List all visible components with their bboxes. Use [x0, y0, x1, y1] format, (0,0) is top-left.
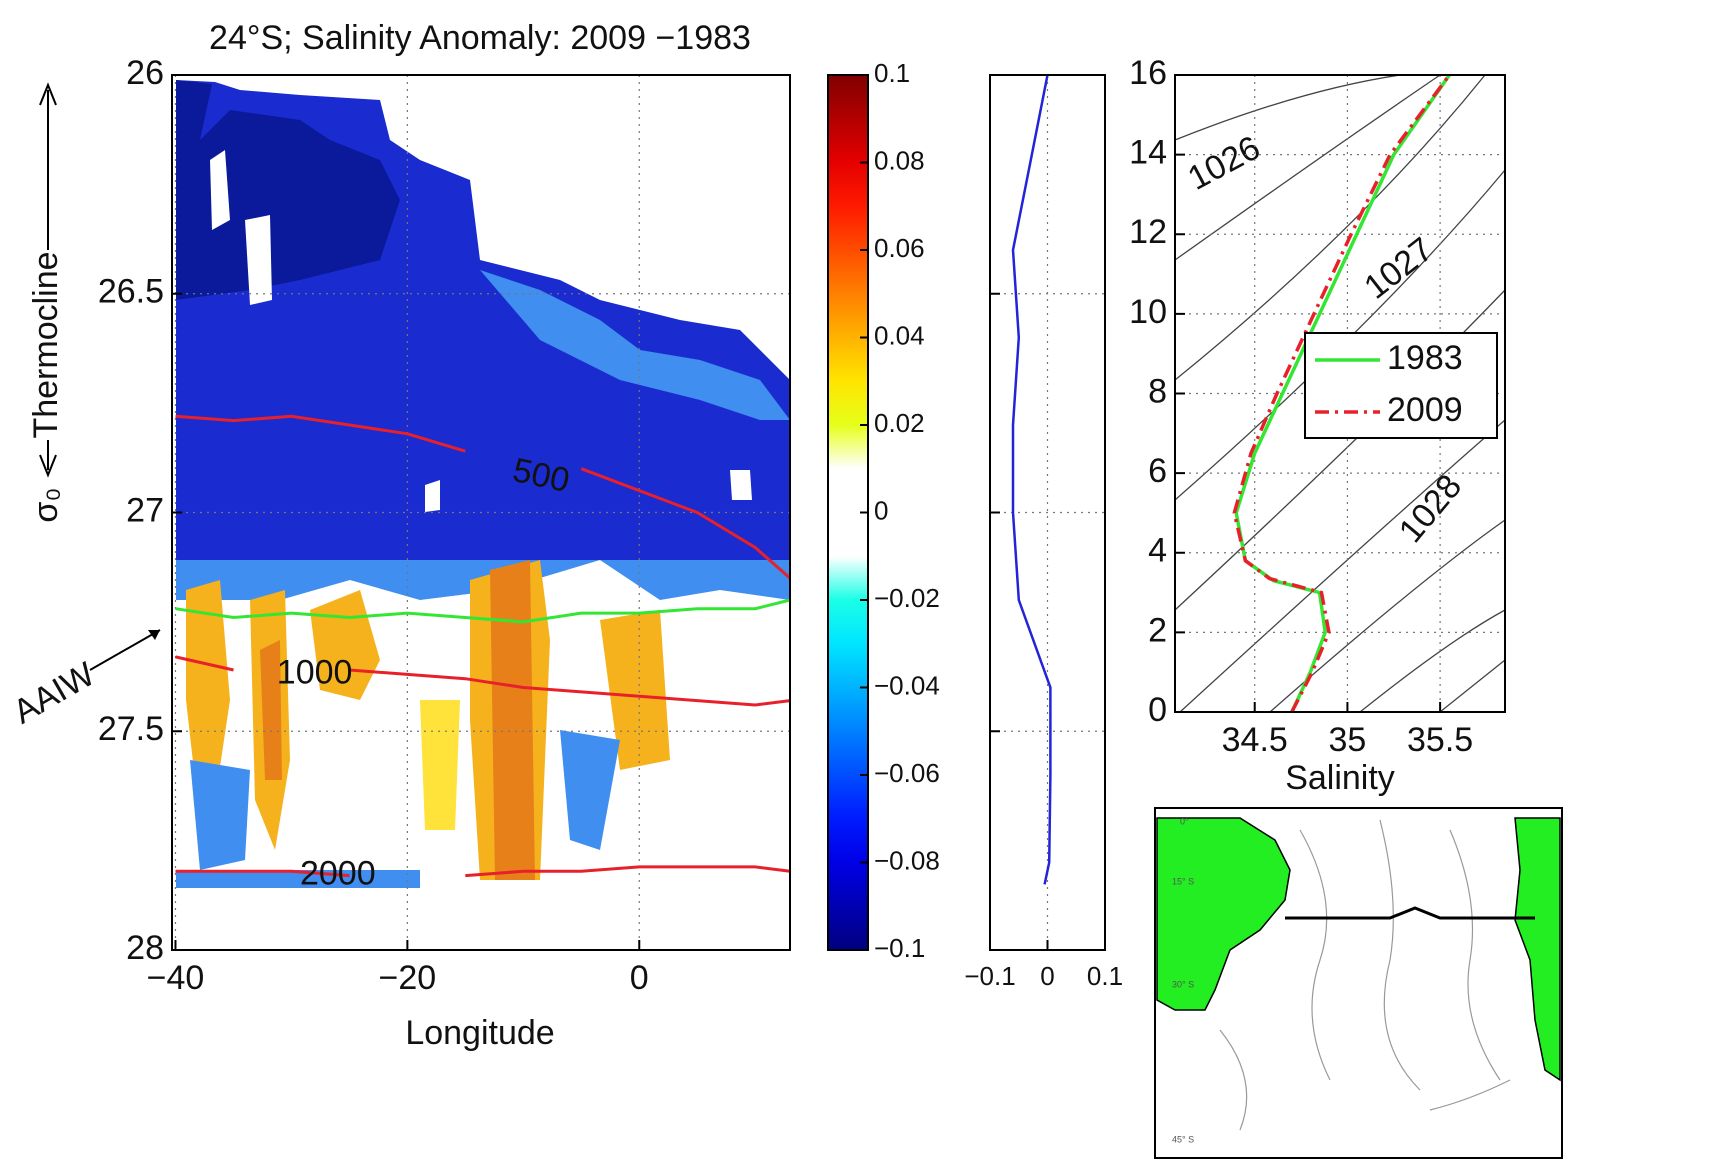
thermocline-arrows — [39, 82, 57, 478]
y-tick-label: 0.1 — [874, 58, 910, 88]
x-tick-label: 34.5 — [1222, 721, 1288, 759]
isoline — [175, 655, 791, 707]
map-label: 45° S — [1172, 1134, 1194, 1144]
y-tick-label: 6 — [1148, 452, 1167, 490]
y-tick-label: 12 — [1129, 213, 1167, 251]
x-tick-label: 0 — [630, 959, 649, 997]
density-label: 1028 — [1392, 468, 1470, 550]
y-tick-label: 0 — [1148, 691, 1167, 729]
x-tick-label: −20 — [379, 959, 437, 997]
profile-line — [1011, 74, 1052, 885]
legend-box — [1304, 332, 1498, 439]
x-tick-label: −0.1 — [964, 961, 1015, 991]
y-tick-label: 16 — [1129, 54, 1167, 92]
y-axis-label: σ₀ — [27, 487, 65, 522]
aaiw-label: AAIW — [7, 655, 101, 731]
x-axis-label: Salinity — [1285, 759, 1395, 797]
y-tick-label: 4 — [1148, 532, 1167, 570]
isoline — [175, 865, 791, 878]
isoline-label: 1000 — [277, 653, 353, 691]
y-tick-label: 0.02 — [874, 408, 925, 438]
y-tick-label: 0 — [874, 495, 888, 525]
thermocline-label: Thermocline — [27, 251, 65, 438]
y-tick-label: 2 — [1148, 611, 1167, 649]
y-tick-label: −0.04 — [874, 670, 940, 700]
x-tick-label: 0.1 — [1087, 961, 1123, 991]
y-tick-label: −0.06 — [874, 758, 940, 788]
y-tick-label: 26.5 — [98, 273, 164, 311]
aaiw-arrow — [89, 629, 161, 671]
map-label: 30° S — [1172, 979, 1194, 989]
map-label: 0° — [1180, 816, 1189, 826]
aaiw-arrowhead — [148, 630, 160, 640]
plot-frame — [171, 74, 791, 951]
x-tick-label: 35.5 — [1407, 721, 1473, 759]
y-tick-label: 27 — [126, 491, 164, 529]
y-tick-label: 27.5 — [98, 710, 164, 748]
density-label: 1027 — [1357, 230, 1440, 307]
y-tick-label: 14 — [1129, 134, 1167, 172]
x-axis-label: Longitude — [405, 1014, 554, 1052]
y-tick-label: 0.08 — [874, 145, 925, 175]
y-tick-label: 0.04 — [874, 320, 925, 350]
x-tick-label: 35 — [1329, 721, 1367, 759]
y-tick-label: 26 — [126, 54, 164, 92]
legend-label: 2009 — [1387, 391, 1463, 429]
density-label: 1026 — [1182, 129, 1267, 198]
ts-line — [1232, 73, 1451, 713]
y-tick-label: 8 — [1148, 372, 1167, 410]
x-tick-label: −40 — [147, 959, 205, 997]
isoline — [175, 414, 791, 580]
y-tick-label: −0.1 — [874, 933, 925, 963]
plot-frame — [1174, 74, 1506, 713]
isoline — [175, 598, 791, 624]
chart-title: 24°S; Salinity Anomaly: 2009 −1983 — [209, 19, 751, 57]
y-tick-label: −0.02 — [874, 583, 940, 613]
plot-frame — [989, 74, 1106, 951]
y-tick-label: 10 — [1129, 293, 1167, 331]
y-tick-label: 0.06 — [874, 233, 925, 263]
y-tick-label: 28 — [126, 929, 164, 967]
y-tick-label: −0.08 — [874, 845, 940, 875]
ts-line — [1234, 73, 1451, 713]
isoline-label: 2000 — [300, 855, 376, 893]
legend-label: 1983 — [1387, 339, 1463, 377]
map-inset — [1154, 807, 1563, 1159]
contour-field — [176, 80, 790, 950]
map-label: 15° S — [1172, 876, 1194, 886]
x-tick-label: 0 — [1040, 961, 1054, 991]
